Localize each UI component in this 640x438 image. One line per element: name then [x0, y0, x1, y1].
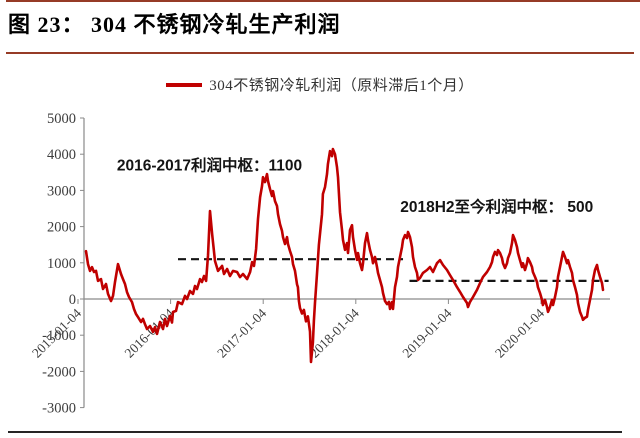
bottom-border-rule — [8, 431, 622, 433]
y-tick-label: 3000 — [47, 183, 76, 199]
x-tick-label: 2019-01-04 — [399, 305, 454, 360]
annotation-2: 2018H2至今利润中枢： 500 — [400, 197, 593, 216]
y-tick-label: 0 — [69, 292, 76, 308]
y-tick-label: -2000 — [42, 364, 76, 380]
chart-legend: 304不锈钢冷轧利润（原料滞后1个月） — [0, 74, 640, 95]
y-tick-label: 4000 — [47, 147, 76, 163]
y-tick-label: -3000 — [42, 401, 76, 417]
profit-line-series — [84, 147, 605, 364]
y-tick-label: -1000 — [42, 328, 76, 344]
profit-chart: 500040003000200010000-1000-2000-30002015… — [29, 111, 610, 417]
annotation-1: 2016-2017利润中枢：1100 — [117, 155, 302, 174]
y-tick-label: 1000 — [47, 256, 76, 272]
figure-title: 图 23： 304 不锈钢冷轧生产利润 — [8, 12, 341, 37]
title-underline-rule — [6, 52, 634, 54]
legend-line-swatch — [166, 82, 203, 87]
x-tick-label: 2016-01-04 — [122, 305, 177, 360]
top-accent-rule — [6, 0, 640, 2]
x-tick-label: 2020-01-04 — [492, 305, 547, 360]
y-tick-label: 2000 — [47, 220, 76, 236]
x-tick-label: 2017-01-04 — [214, 305, 269, 360]
legend-label: 304不锈钢冷轧利润（原料滞后1个月） — [209, 78, 474, 94]
y-tick-label: 5000 — [47, 111, 76, 127]
